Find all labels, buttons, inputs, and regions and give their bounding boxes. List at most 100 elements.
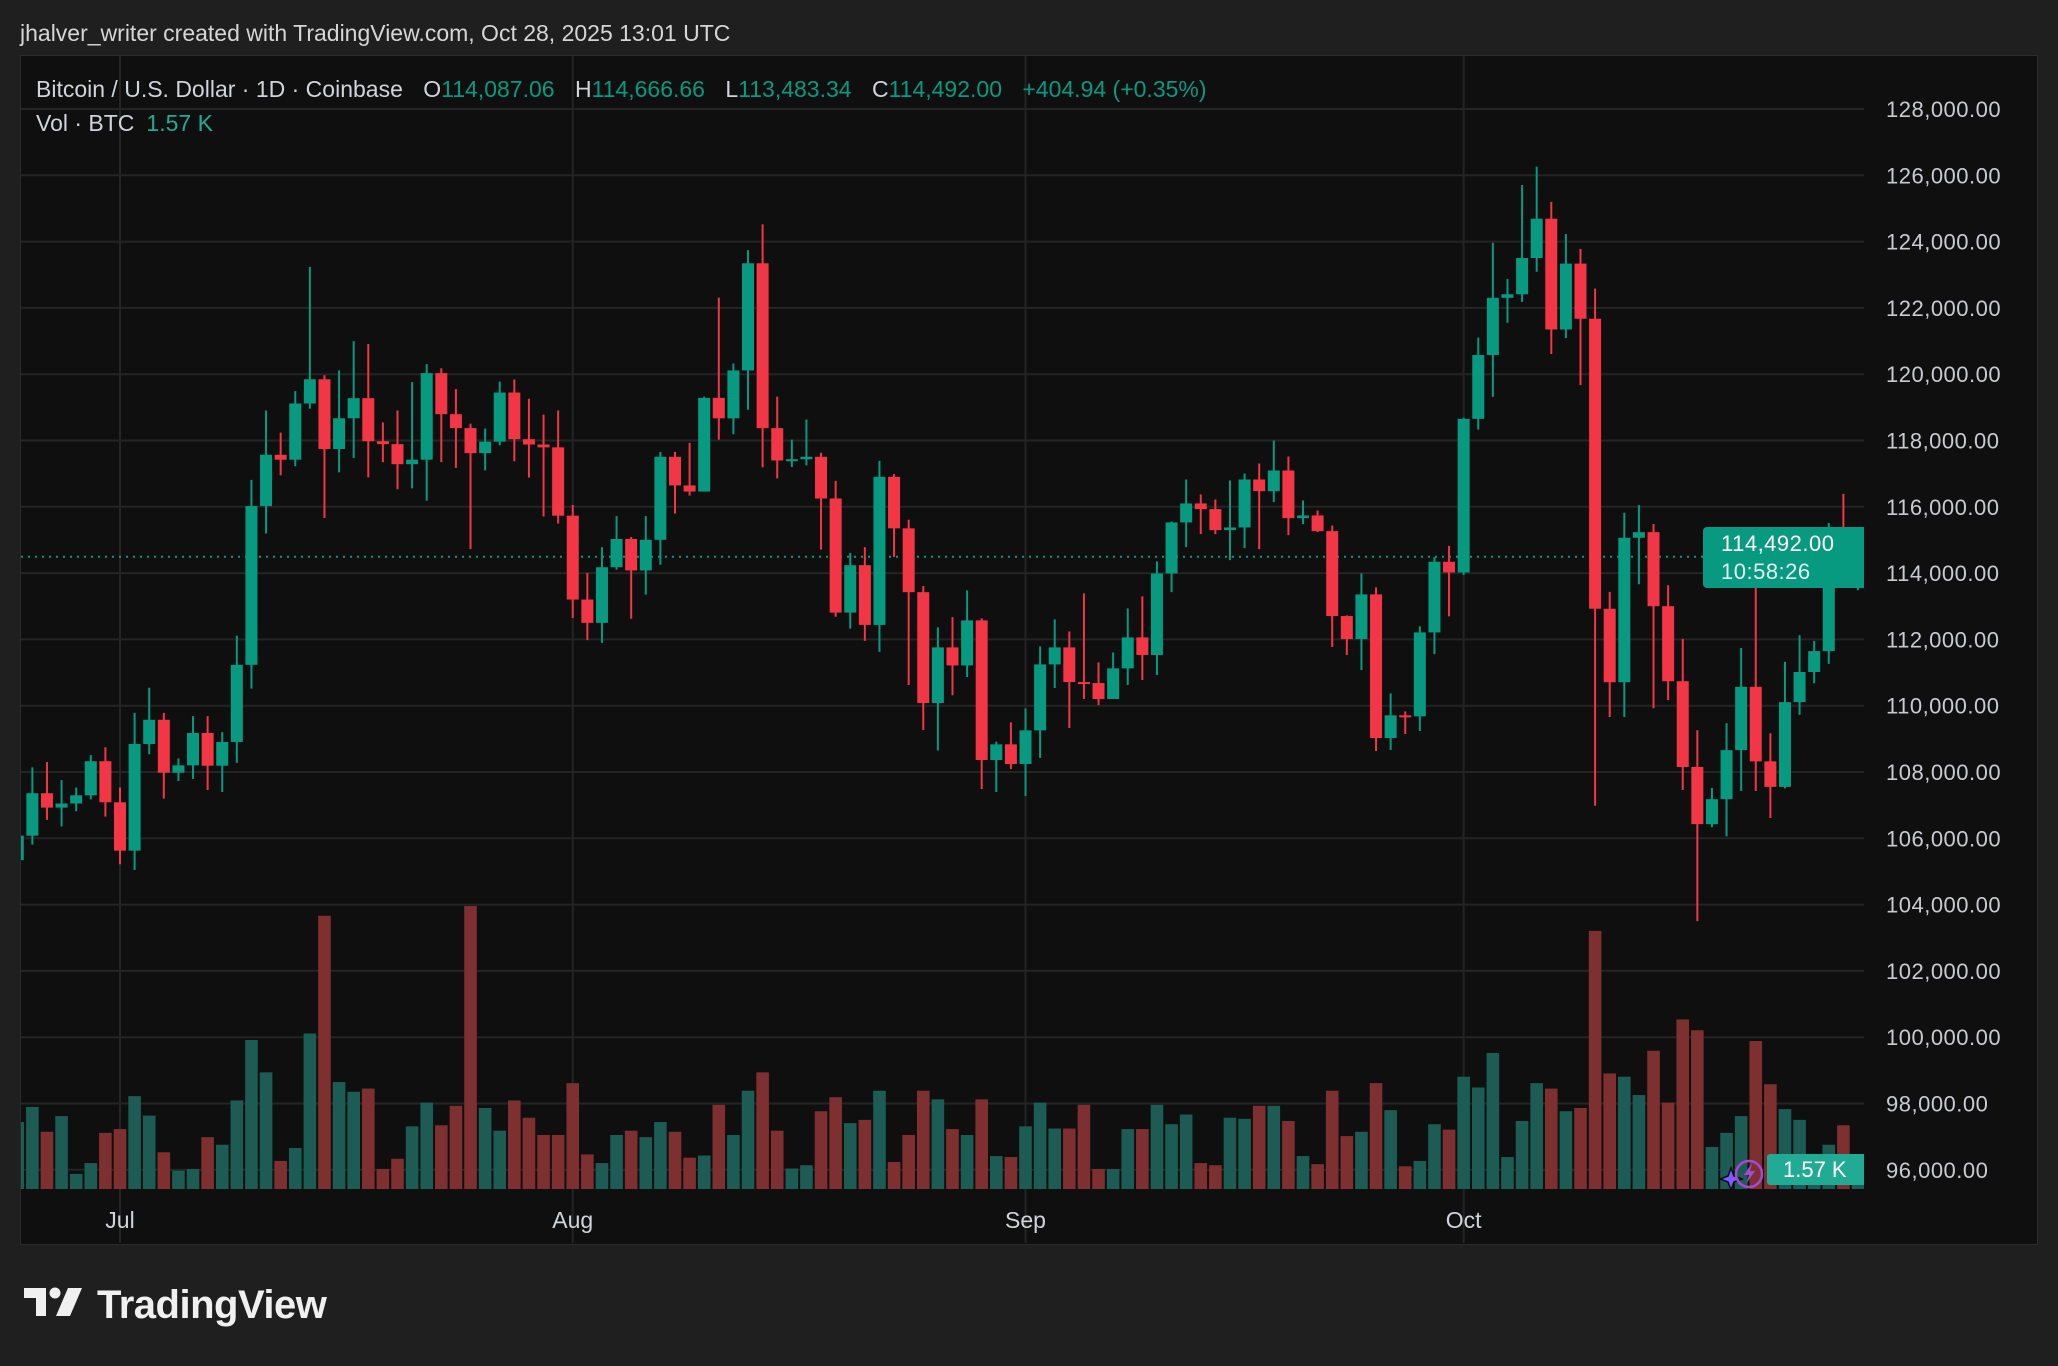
price-axis[interactable]: 128,000.00 126,000.00 124,000.00 122,000.00…: [1886, 97, 2001, 1183]
volume-bar: [1574, 1108, 1587, 1189]
candle-body: [829, 498, 842, 613]
candle-body: [172, 765, 185, 773]
candle: [1355, 573, 1368, 671]
change-value: +404.94 (+0.35%): [1022, 76, 1207, 102]
candle-body: [581, 599, 594, 623]
candle-body: [1063, 647, 1076, 683]
candle: [537, 414, 550, 517]
candle-body: [230, 664, 243, 742]
volume-bar: [610, 1135, 623, 1189]
price-tick-label: 98,000.00: [1886, 1092, 1988, 1117]
volume-bar: [887, 1162, 901, 1189]
candle-body: [1413, 632, 1426, 717]
candle: [21, 835, 24, 861]
candle-body: [1603, 608, 1616, 683]
candle-body: [55, 803, 68, 808]
ai-assistant-button[interactable]: [1720, 1146, 1764, 1192]
candle: [1253, 463, 1266, 550]
volume-legend: Vol · BTC 1.57 K: [36, 110, 213, 137]
candle-body: [961, 620, 974, 666]
volume-bar: [303, 1033, 317, 1189]
candle-body: [1223, 527, 1236, 531]
volume-bar: [55, 1116, 68, 1189]
candle: [1735, 648, 1748, 791]
volume-bar: [1384, 1110, 1397, 1189]
candle-body: [1165, 522, 1178, 574]
candle: [1150, 561, 1163, 676]
candle: [245, 479, 258, 689]
candle: [1282, 456, 1295, 536]
price-tick-label: 118,000.00: [1886, 429, 1999, 454]
volume-bar: [975, 1099, 988, 1189]
candle-body: [1121, 637, 1134, 669]
price-tick-label: 106,000.00: [1886, 826, 2001, 851]
tradingview-logo-icon[interactable]: [24, 1284, 92, 1324]
candle-body: [1574, 263, 1587, 319]
month-tick-label: Oct: [1446, 1207, 1482, 1233]
candle-body: [274, 454, 287, 460]
volume-bar: [1676, 1019, 1690, 1189]
candle: [449, 389, 462, 468]
candle: [639, 516, 652, 595]
candle-body: [143, 719, 156, 745]
price-tick-label: 122,000.00: [1886, 296, 2001, 321]
candle: [318, 375, 331, 518]
candle-body: [1691, 766, 1704, 825]
candle: [376, 422, 389, 463]
candle: [1238, 473, 1251, 549]
candle-body: [1004, 744, 1017, 765]
candle: [742, 250, 755, 410]
candle: [858, 547, 871, 641]
candle-body: [873, 476, 886, 625]
candle-body: [1735, 686, 1748, 751]
candle: [143, 687, 156, 755]
candle-body: [1136, 637, 1149, 656]
candle: [844, 552, 857, 629]
candle: [683, 442, 696, 496]
volume-bar: [581, 1154, 594, 1189]
low-value: 113,483.34: [738, 76, 852, 102]
candle-body: [1282, 470, 1295, 519]
volume-legend-title[interactable]: Vol · BTC: [36, 110, 135, 136]
volume-bar: [1019, 1126, 1032, 1189]
volume-bar: [712, 1104, 726, 1189]
tradingview-wordmark[interactable]: TradingView: [97, 1283, 327, 1327]
symbol-title[interactable]: Bitcoin / U.S. Dollar · 1D · Coinbase: [36, 76, 403, 102]
volume-bar: [624, 1130, 638, 1189]
candle: [873, 460, 886, 652]
volume-bar: [1077, 1104, 1091, 1189]
candle: [40, 762, 53, 820]
price-tick-label: 124,000.00: [1886, 230, 2001, 255]
candle: [1165, 521, 1178, 593]
candle-body: [902, 528, 915, 593]
candle: [1808, 640, 1821, 684]
volume-bar: [916, 1090, 930, 1189]
volume-bar: [435, 1125, 448, 1189]
candle-body: [70, 795, 83, 804]
candle-body: [1253, 479, 1266, 492]
volume-bar: [858, 1119, 872, 1189]
price-tick-label: 96,000.00: [1886, 1158, 1988, 1183]
volume-bar: [274, 1160, 287, 1189]
time-axis[interactable]: Jul Aug Sep Oct: [105, 1207, 1482, 1233]
candle-body: [157, 719, 170, 773]
volume-bar: [1048, 1128, 1062, 1189]
candle: [464, 423, 477, 550]
candle-body: [566, 515, 579, 600]
candle: [1004, 722, 1017, 770]
candle: [157, 712, 170, 799]
open-value: 114,087.06: [441, 76, 555, 102]
candle: [552, 410, 565, 524]
last-price-label: 114,492.00 10:58:26: [1703, 527, 1864, 588]
volume-bar: [741, 1090, 755, 1189]
candle-body: [1749, 686, 1762, 762]
volume-bar: [1004, 1157, 1018, 1189]
volume-bar: [1106, 1169, 1120, 1189]
candle: [26, 767, 39, 845]
candle-body: [128, 744, 141, 851]
close-label: C: [871, 76, 889, 102]
candle: [888, 473, 901, 557]
month-tick-label: Jul: [105, 1207, 134, 1233]
volume-bar: [1471, 1087, 1485, 1189]
